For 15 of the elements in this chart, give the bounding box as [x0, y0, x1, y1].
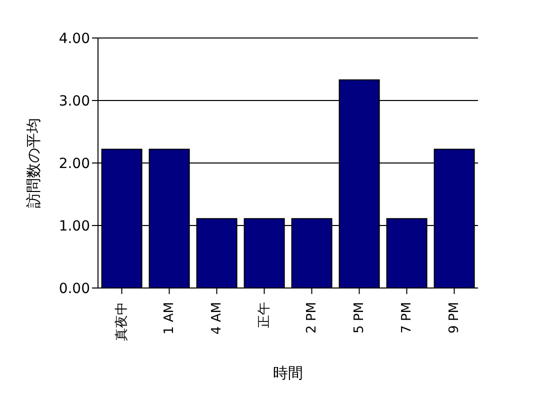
- x-tick-label: 正午: [256, 302, 272, 328]
- x-tick-label: 5 PM: [352, 302, 367, 334]
- y-tick-label: 1.00: [58, 218, 90, 234]
- y-tick-label: 3.00: [58, 93, 90, 110]
- x-tick-label: 4 AM: [209, 302, 224, 335]
- x-tick-label: 2 PM: [304, 302, 320, 334]
- x-tick-label: 真夜中: [113, 302, 130, 341]
- x-axis-title: 時間: [273, 364, 303, 382]
- x-tick-label: 9 PM: [446, 302, 462, 334]
- y-tick-label: 4.00: [58, 30, 90, 47]
- x-tick-label: 7 PM: [399, 302, 414, 334]
- y-axis-title: 訪問数の平均: [24, 118, 42, 208]
- x-tick-label: 1 AM: [162, 302, 177, 335]
- y-tick-label: 0.00: [58, 280, 90, 297]
- y-tick-label: 2.00: [58, 156, 90, 172]
